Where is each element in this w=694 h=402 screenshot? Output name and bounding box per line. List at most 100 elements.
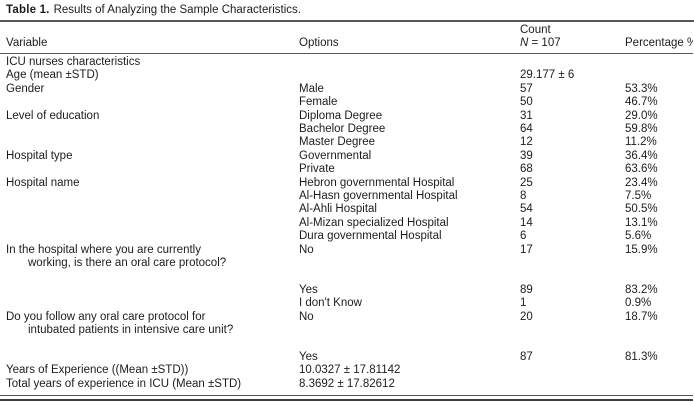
cell-percentage: [625, 257, 693, 270]
cell-options: Diploma Degree: [299, 109, 383, 122]
cell-count: 50: [520, 96, 533, 109]
cell-percentage: [625, 364, 693, 377]
cell-variable: [0, 203, 299, 216]
table-body: ICU nurses characteristics Age (mean ±ST…: [0, 54, 693, 392]
cell-variable: working, is there an oral care protocol?: [28, 257, 227, 270]
cell-percentage: 18.7%: [625, 310, 658, 323]
cell-percentage: 23.4%: [625, 176, 658, 189]
cell-count: [520, 338, 625, 351]
cell-variable: [0, 351, 299, 364]
table-row: Al-Mizan specialized Hospital 14 13.1%: [0, 217, 693, 230]
cell-count: 29.177 ± 6: [520, 69, 575, 82]
header-count: Count N = 107: [520, 22, 625, 54]
cell-options: No: [299, 310, 314, 323]
cell-variable: [0, 136, 299, 149]
table-row: I don't Know 1 0.9%: [0, 297, 693, 310]
table-row: Private 68 63.6%: [0, 163, 693, 176]
cell-variable: ICU nurses characteristics: [6, 56, 141, 68]
cell-count: [520, 271, 625, 284]
table-row: Do you follow any oral care protocol for…: [0, 311, 693, 324]
cell-percentage: 15.9%: [625, 243, 658, 256]
table-row: Dura governmental Hospital 6 5.6%: [0, 230, 693, 243]
cell-options: [299, 257, 520, 270]
cell-variable: [0, 217, 299, 230]
table-row: Gender Male 57 53.3%: [0, 83, 693, 96]
table-caption-number: Table 1.: [6, 4, 50, 16]
cell-variable: Gender: [6, 82, 45, 95]
cell-options: Yes: [299, 283, 318, 296]
cell-count: 20: [520, 310, 533, 323]
header-percentage: Percentage %: [625, 22, 693, 54]
table-row: Bachelor Degree 64 59.8%: [0, 123, 693, 136]
cell-count: 12: [520, 136, 533, 149]
cell-options: [299, 271, 520, 284]
cell-variable: Hospital type: [6, 149, 73, 162]
cell-percentage: 36.4%: [625, 149, 658, 162]
cell-count: 17: [520, 243, 533, 256]
cell-options: Yes: [299, 350, 318, 363]
cell-variable: [0, 284, 299, 297]
cell-variable: In the hospital where you are currently: [6, 243, 201, 256]
header-count-line1: Count: [520, 24, 551, 36]
cell-percentage: 81.3%: [625, 350, 658, 363]
header-row: Variable Options Count N = 107 Percentag…: [0, 22, 693, 54]
table-row: Hospital type Governmental 39 36.4%: [0, 150, 693, 163]
cell-variable: Years of Experience ((Mean ±STD)): [6, 364, 189, 377]
cell-options: [299, 69, 520, 82]
cell-options: Master Degree: [299, 136, 376, 149]
cell-options: Governmental: [299, 149, 372, 162]
table-header: Variable Options Count N = 107 Percentag…: [0, 22, 693, 54]
header-count-n: N: [520, 37, 529, 49]
cell-count: [520, 257, 625, 270]
table-row: Al-Ahli Hospital 54 50.5%: [0, 203, 693, 216]
cell-options: Dura governmental Hospital: [299, 230, 442, 243]
table-row: ICU nurses characteristics: [0, 54, 693, 70]
cell-variable: [0, 96, 299, 109]
cell-options: Private: [299, 163, 335, 176]
table-row: Female 50 46.7%: [0, 96, 693, 109]
cell-options: I don't Know: [299, 297, 362, 310]
table-row: Yes 87 81.3%: [0, 351, 693, 364]
table-row: [0, 338, 693, 351]
cell-options: Bachelor Degree: [299, 123, 386, 136]
table-caption-text: Results of Analyzing the Sample Characte…: [53, 4, 301, 16]
header-variable: Variable: [0, 22, 299, 54]
table-row: Master Degree 12 11.2%: [0, 136, 693, 149]
table-row: In the hospital where you are currently N…: [0, 244, 693, 257]
cell-options: [299, 54, 520, 70]
cell-count: 89: [520, 283, 533, 296]
cell-percentage: 83.2%: [625, 283, 658, 296]
cell-options: No: [299, 243, 314, 256]
cell-variable: Hospital name: [6, 176, 80, 189]
table-caption: Table 1. Results of Analyzing the Sample …: [0, 0, 694, 22]
cell-options: Al-Mizan specialized Hospital: [299, 216, 449, 229]
table-row: [0, 271, 693, 284]
cell-count: 57: [520, 82, 533, 95]
cell-count: 87: [520, 350, 533, 363]
table-row: Age (mean ±STD) 29.177 ± 6: [0, 69, 693, 82]
table-bottom-rule: [0, 395, 693, 402]
cell-variable: [0, 123, 299, 136]
cell-percentage: 53.3%: [625, 82, 658, 95]
cell-count: 25: [520, 176, 533, 189]
cell-options: [299, 338, 520, 351]
cell-percentage: 29.0%: [625, 109, 658, 122]
cell-percentage: 7.5%: [625, 190, 652, 203]
cell-percentage: 13.1%: [625, 216, 658, 229]
table-row: intubated patients in intensive care uni…: [0, 324, 693, 337]
cell-count: [520, 54, 625, 70]
cell-percentage: 11.2%: [625, 136, 657, 149]
results-table: Variable Options Count N = 107 Percentag…: [0, 22, 693, 391]
cell-percentage: 0.9%: [625, 297, 652, 310]
cell-count: 31: [520, 109, 533, 122]
cell-percentage: 46.7%: [625, 96, 658, 109]
table-row: Hospital name Hebron governmental Hospita…: [0, 177, 693, 190]
cell-variable: [0, 297, 299, 310]
table-row: Level of education Diploma Degree 31 29.0%: [0, 110, 693, 123]
header-count-line2: N = 107: [520, 37, 625, 50]
cell-variable: Age (mean ±STD): [6, 69, 99, 82]
cell-options: 8.3692 ± 17.82612: [299, 377, 395, 390]
cell-percentage: [625, 271, 693, 284]
cell-options: Male: [299, 82, 324, 95]
